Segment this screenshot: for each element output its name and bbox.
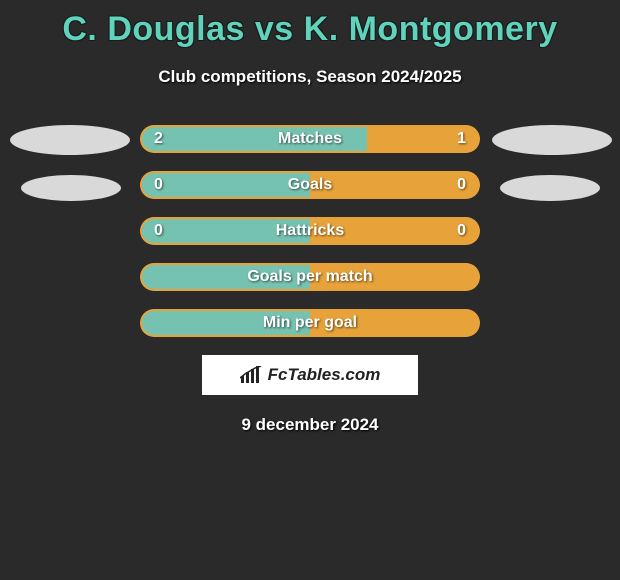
stat-label: Goals per match [140,263,480,291]
stat-right-value: 0 [457,217,466,245]
player-right-photo-placeholder [500,175,600,201]
player-left-photo-placeholder [21,175,121,201]
fctables-logo: FcTables.com [202,355,418,395]
player-right-photo-placeholder [492,125,612,155]
snapshot-date: 9 december 2024 [0,415,620,435]
stat-bar-goals: 0 Goals 0 [140,171,480,199]
stat-bar-hattricks: 0 Hattricks 0 [140,217,480,245]
logo-text: FcTables.com [268,365,381,385]
stat-bars-container: 2 Matches 1 0 Goals 0 0 Hattricks 0 Goal… [140,125,480,337]
stat-label: Matches [140,125,480,153]
stat-label: Min per goal [140,309,480,337]
stat-right-value: 1 [457,125,466,153]
stat-label: Goals [140,171,480,199]
bar-chart-icon [240,366,262,384]
stat-bar-goals-per-match: Goals per match [140,263,480,291]
player-left-photo-placeholder [10,125,130,155]
comparison-subtitle: Club competitions, Season 2024/2025 [0,67,620,87]
stat-right-value: 0 [457,171,466,199]
stat-label: Hattricks [140,217,480,245]
comparison-title: C. Douglas vs K. Montgomery [0,0,620,49]
stat-bar-matches: 2 Matches 1 [140,125,480,153]
stat-bar-min-per-goal: Min per goal [140,309,480,337]
